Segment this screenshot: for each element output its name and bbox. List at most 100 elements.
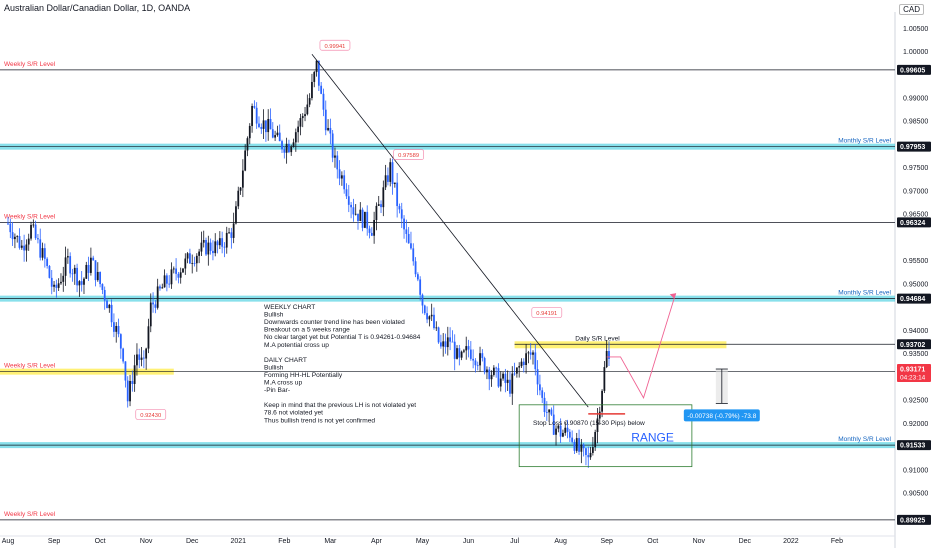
candle-body <box>382 187 385 208</box>
candle-body <box>55 284 58 288</box>
candle-body <box>336 155 339 170</box>
candle-body <box>76 267 78 286</box>
candle-body <box>568 431 571 438</box>
candle-body <box>147 326 150 349</box>
candle-body <box>366 211 369 229</box>
price-tag <box>897 440 931 451</box>
candle-body <box>214 241 217 254</box>
candle-body <box>541 390 544 398</box>
chart-title: Australian Dollar/Canadian Dollar, 1D, O… <box>4 3 191 13</box>
x-tick-label: 2022 <box>783 538 799 545</box>
candle-body <box>481 353 484 359</box>
candle-body <box>198 251 201 256</box>
candle-body <box>172 268 175 270</box>
price-callout <box>531 307 563 318</box>
candle-body <box>248 125 251 139</box>
candle-body <box>133 365 136 384</box>
candle-body <box>23 245 26 251</box>
candle-body <box>486 369 488 373</box>
candle-body <box>94 260 97 281</box>
candle-body <box>80 281 83 285</box>
candle-body <box>416 274 419 280</box>
candle-body <box>294 132 297 143</box>
candle-body <box>313 72 316 82</box>
y-tick-label: 0.96500 <box>903 212 928 219</box>
candle-body <box>92 257 95 261</box>
candle-body <box>156 286 159 308</box>
candle-body <box>442 341 445 347</box>
candle-body <box>603 367 606 391</box>
candle-body <box>126 380 129 402</box>
candle-body <box>281 141 283 150</box>
candle-body <box>359 209 362 222</box>
candle-body <box>585 448 587 456</box>
candle-body <box>398 206 401 210</box>
price-callout-label: 0.97589 <box>398 153 419 159</box>
candle-body <box>324 109 327 131</box>
candle-body <box>601 390 603 412</box>
candle-body <box>308 98 311 105</box>
candle-body <box>117 325 120 335</box>
candle-body <box>103 289 106 301</box>
analysis-line: Bullish <box>264 312 284 319</box>
candle-body <box>20 245 23 248</box>
candle-body <box>154 304 157 308</box>
candle-body <box>57 283 60 288</box>
x-tick-label: Oct <box>647 538 658 545</box>
candle-body <box>403 218 405 230</box>
candle-body <box>518 366 521 368</box>
x-tick-label: Aug <box>554 538 567 545</box>
candle-body <box>189 253 191 264</box>
candle-body <box>195 255 198 264</box>
candle-body <box>115 325 118 332</box>
candle-body <box>479 353 481 366</box>
price-callout-label: 0.99941 <box>324 44 345 50</box>
candle-body <box>368 228 371 233</box>
price-tag <box>897 64 931 75</box>
price-callout <box>393 149 424 160</box>
currency-button[interactable]: CAD <box>899 4 924 15</box>
y-tick-label: 0.92500 <box>903 398 928 405</box>
candle-body <box>608 351 610 359</box>
daily-zone <box>514 341 727 349</box>
candle-body <box>304 114 306 117</box>
x-tick-label: Jul <box>510 538 519 545</box>
candle-body <box>463 350 465 352</box>
candle-body <box>513 373 516 375</box>
candle-body <box>191 262 194 264</box>
candle-body <box>179 272 182 278</box>
candle-body <box>412 248 415 262</box>
candle-body <box>322 93 325 110</box>
candle-body <box>433 314 435 329</box>
candle-body <box>566 427 569 432</box>
candle-body <box>258 123 260 127</box>
analysis-line: DAILY CHART <box>264 357 307 364</box>
candle-body <box>237 190 240 207</box>
candle-body <box>474 360 477 366</box>
candle-body <box>108 304 111 309</box>
candle-body <box>34 224 37 239</box>
candle-body <box>306 104 309 115</box>
candle-body <box>469 349 472 359</box>
candle-body <box>73 267 76 274</box>
candle-body <box>446 337 449 348</box>
candle-body <box>387 175 389 182</box>
candle-body <box>578 438 580 452</box>
candle-body <box>311 81 313 99</box>
candle-body <box>550 409 553 415</box>
level-label: Weekly S/R Level <box>4 511 56 518</box>
candle-body <box>50 277 53 287</box>
level-label: Weekly S/R Level <box>4 213 56 220</box>
analysis-line: 78.6 not violated yet <box>264 410 323 417</box>
candle-body <box>216 241 219 246</box>
candle-body <box>27 238 30 245</box>
candle-body <box>483 358 486 373</box>
x-tick-label: Dec <box>186 538 199 545</box>
candle-body <box>532 352 534 355</box>
candle-body <box>377 204 380 206</box>
level-label: Daily S/R Level <box>575 335 620 342</box>
candle-body <box>131 380 134 384</box>
candle-body <box>230 232 233 238</box>
candle-body <box>393 182 396 185</box>
